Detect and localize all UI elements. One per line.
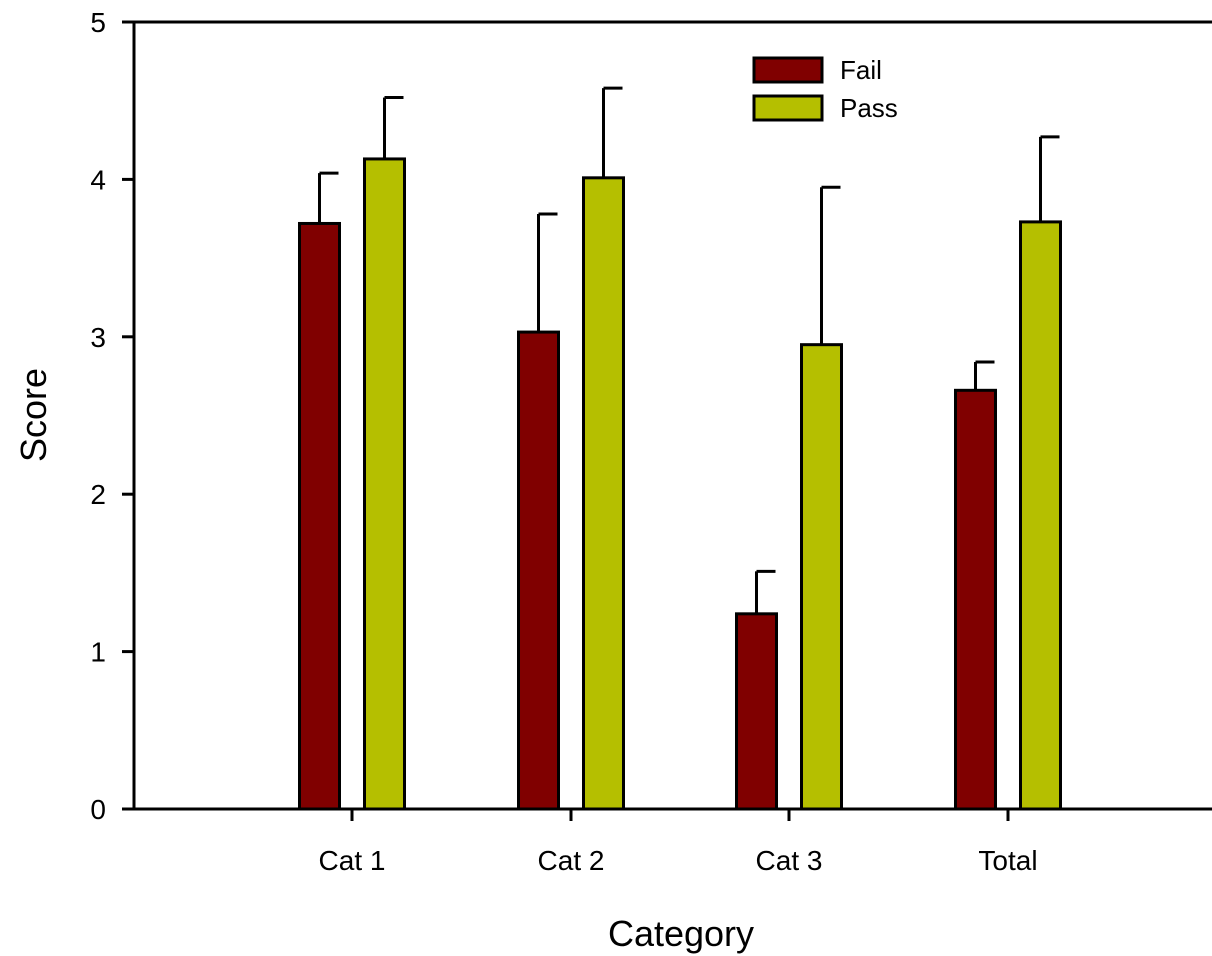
x-tick-label-cat-3: Cat 3	[756, 845, 823, 876]
axes-layer	[132, 20, 1212, 811]
y-axis-title: Score	[13, 368, 54, 462]
legend: Fail Pass	[752, 55, 898, 123]
y-tick-label-0: 0	[90, 794, 106, 825]
x-axis-title: Category	[608, 913, 754, 954]
legend-swatch-pass	[752, 94, 824, 122]
x-tick-label-cat-2: Cat 2	[538, 845, 605, 876]
y-tick-label-5: 5	[90, 7, 106, 38]
bar-fail-cat-1	[298, 221, 341, 811]
legend-label-pass: Pass	[840, 93, 898, 123]
bar-pass-cat-3	[800, 343, 843, 811]
y-tick-label-1: 1	[90, 637, 106, 668]
bar-pass-cat-1	[363, 157, 406, 811]
y-tick-label-2: 2	[90, 479, 106, 510]
bar-fail-cat-2	[517, 330, 560, 811]
bar-fail-cat-3	[735, 612, 778, 811]
y-tick-label-3: 3	[90, 322, 106, 353]
bar-pass-total	[1019, 220, 1062, 811]
legend-swatch-fail	[752, 56, 824, 84]
x-tick-label-cat-1: Cat 1	[319, 845, 386, 876]
bar-pass-cat-2	[582, 176, 625, 811]
bars-layer	[298, 86, 1062, 811]
ticks-layer: 0 1 2 3 4 5 Cat 1 Cat 2 Cat 3 Total	[90, 7, 1037, 876]
bar-fail-total	[954, 388, 997, 811]
x-tick-label-total: Total	[978, 845, 1037, 876]
y-tick-label-4: 4	[90, 164, 106, 195]
legend-label-fail: Fail	[840, 55, 882, 85]
